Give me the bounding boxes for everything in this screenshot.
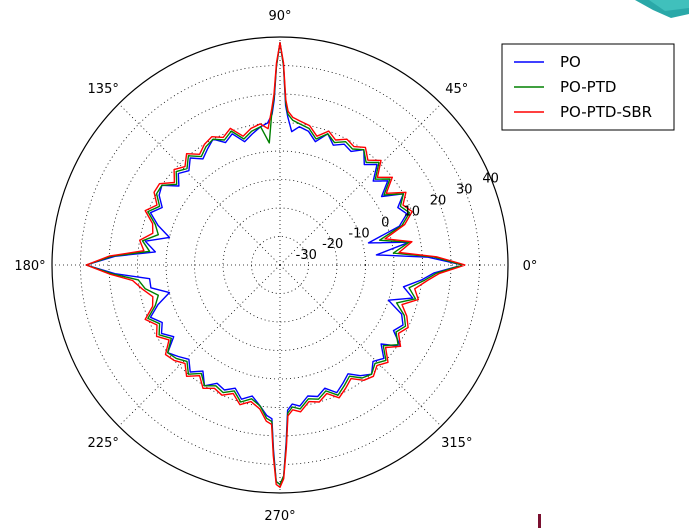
radial-tick-label: -10 (348, 226, 369, 241)
radial-tick-label: 30 (456, 183, 473, 198)
radial-tick-label: 0 (381, 215, 389, 230)
radial-grid-circle (108, 93, 452, 437)
radial-tick-label: 10 (403, 205, 420, 220)
angle-tick-label: 0° (523, 259, 538, 274)
legend-label: PO (560, 53, 581, 71)
angle-tick-label: 270° (264, 509, 295, 524)
radial-tick-label: -20 (322, 237, 343, 252)
angle-tick-label: 135° (88, 82, 119, 97)
radial-tick-label: 40 (482, 172, 499, 187)
axis-layer: 0° 45° 90° 135° 180° 225° 270° 315° -30 -20 -10 0 10… (14, 9, 537, 524)
series-line-1 (85, 42, 463, 486)
grid-layer (52, 37, 508, 493)
series-line-3 (85, 42, 466, 488)
series-layer (85, 42, 466, 488)
corner-decoration-image (635, 0, 689, 18)
legend-label: PO-PTD-SBR (560, 103, 652, 121)
legend-label: PO-PTD (560, 78, 616, 96)
angle-tick-label: 90° (268, 9, 291, 24)
outer-axis-circle (51, 36, 509, 494)
angle-tick-label: 225° (88, 436, 119, 451)
angular-grid-line (279, 264, 442, 427)
series-line-2 (85, 42, 463, 486)
radial-grid-circle (165, 150, 395, 380)
radial-grid-circle (137, 122, 423, 408)
radial-tick-label: -30 (296, 248, 317, 263)
angle-tick-label: 180° (14, 259, 45, 274)
angle-tick-label: 45° (445, 82, 468, 97)
legend: PO PO-PTD PO-PTD-SBR (501, 43, 675, 131)
angle-tick-label: 315° (441, 436, 472, 451)
bottom-mark (538, 514, 541, 528)
radial-tick-label: 20 (430, 194, 447, 209)
radial-grid-circle (80, 65, 480, 465)
radial-grid-circle (194, 179, 366, 351)
